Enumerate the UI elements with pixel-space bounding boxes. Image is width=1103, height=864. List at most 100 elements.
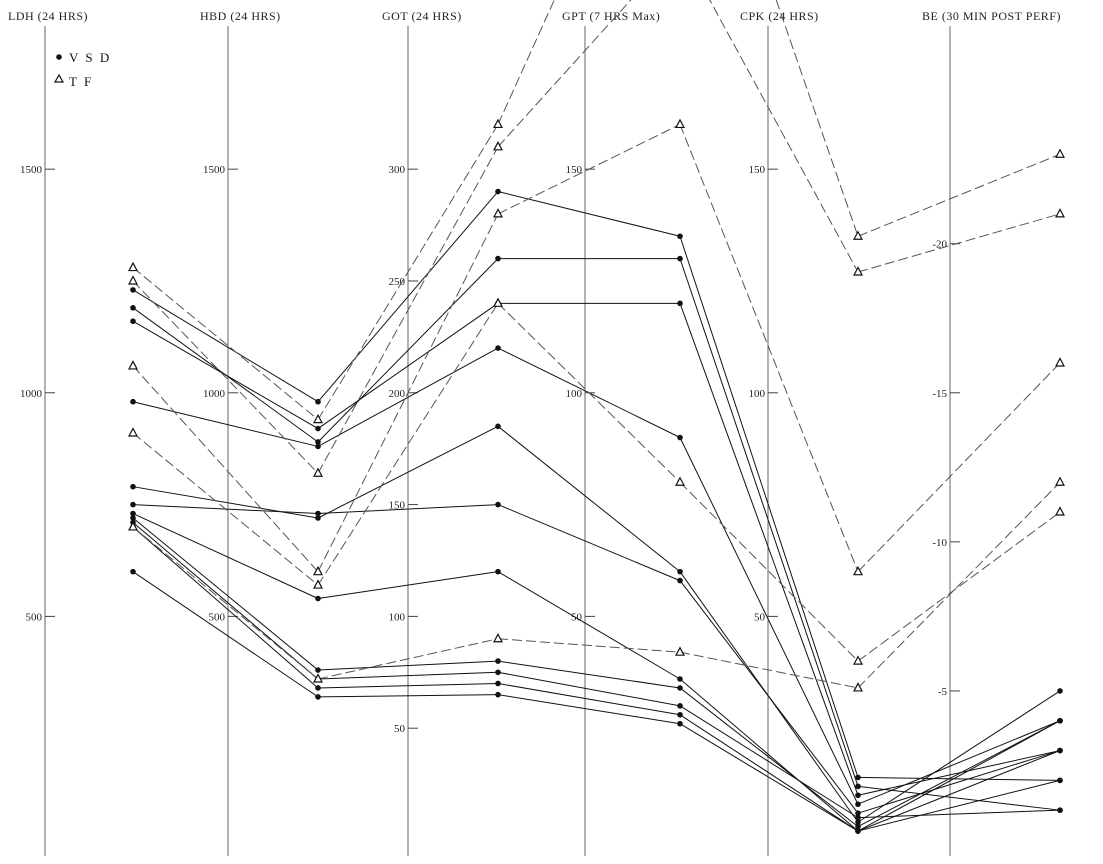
series-10-link-3 [679, 723, 859, 832]
series-10-link-1 [317, 694, 499, 698]
series-0-link-3 [679, 236, 859, 778]
series-5-link-4 [857, 750, 1061, 814]
series-6-link-4 [857, 779, 1061, 832]
axis-title-ldh: LDH (24 HRS) [8, 9, 88, 23]
point-vsd-9-hbd [315, 685, 321, 691]
series-8-link-0 [132, 522, 319, 680]
series-15-link-0 [132, 526, 319, 680]
point-tf-11-ldh [128, 261, 138, 272]
point-tf-11-got [493, 118, 503, 129]
point-vsd-6-hbd [315, 595, 321, 602]
tick-label-cpk-100: 100 [749, 388, 766, 400]
series-13-link-4 [857, 362, 1061, 573]
point-tf-12-hbd [313, 467, 323, 477]
series-6-link-3 [679, 678, 859, 832]
point-vsd-7-gpt [677, 685, 683, 691]
series-7-link-1 [317, 660, 499, 671]
point-vsd-2-ldh [130, 318, 136, 325]
series-10-link-0 [132, 571, 319, 698]
series-3-link-4 [857, 720, 1061, 805]
series-4-link-4 [857, 690, 1061, 823]
series-12-link-1 [317, 146, 499, 474]
point-vsd-10-hbd [315, 694, 321, 700]
series-7-link-0 [132, 517, 319, 671]
point-tf-13-gpt [675, 118, 685, 129]
point-vsd-10-ldh [130, 568, 136, 575]
series-5-link-3 [679, 580, 859, 814]
series-0-link-0 [132, 289, 319, 403]
legend-tf-marker [53, 73, 65, 83]
tick-label-got-50: 50 [394, 723, 406, 735]
point-tf-15-be [1055, 476, 1065, 486]
tick-label-gpt-150: 150 [566, 164, 583, 176]
point-vsd-0-ldh [130, 287, 136, 293]
point-tf-12-got [493, 141, 503, 151]
point-vsd-0-gpt [677, 233, 683, 240]
series-13-link-1 [317, 213, 499, 572]
series-10-link-2 [497, 694, 681, 725]
series-11-link-0 [132, 267, 319, 420]
tick-label-hbd-1500: 1500 [203, 164, 226, 176]
axis-title-cpk: CPK (24 HRS) [740, 9, 819, 23]
point-tf-12-cpk [853, 266, 863, 276]
legend-vsd-label: V S D [69, 50, 111, 65]
point-tf-14-got [493, 297, 503, 307]
tick-label-ldh-1000: 1000 [20, 388, 43, 400]
point-vsd-5-got [495, 501, 501, 508]
point-vsd-2-gpt [677, 300, 683, 307]
series-15-link-3 [679, 651, 859, 689]
point-tf-15-got [493, 632, 503, 643]
series-0-link-2 [497, 191, 681, 237]
axis-title-be: BE (30 MIN POST PERF) [922, 9, 1061, 23]
point-vsd-8-got [495, 669, 501, 676]
point-vsd-4-gpt [677, 568, 683, 575]
tick-label-hbd-1000: 1000 [203, 388, 226, 400]
tick-label-ldh-500: 500 [26, 611, 43, 623]
point-vsd-4-be [1057, 688, 1063, 694]
point-vsd-1-cpk [855, 783, 861, 790]
tick-label-cpk-150: 150 [749, 164, 766, 176]
point-vsd-9-be [1057, 747, 1063, 754]
series-6-link-2 [497, 571, 681, 680]
point-vsd-10-be [1057, 717, 1063, 724]
point-tf-11-be [1055, 148, 1065, 158]
series-4-link-0 [132, 486, 319, 519]
point-vsd-8-be [1057, 807, 1063, 813]
series-8-link-1 [317, 671, 499, 680]
point-tf-15-cpk [853, 682, 863, 692]
series-3-link-0 [132, 401, 319, 447]
series-15-link-2 [497, 638, 681, 653]
legend-vsd-marker [56, 54, 62, 60]
point-vsd-9-got [495, 680, 501, 687]
point-vsd-8-cpk [855, 814, 861, 821]
series-9-link-4 [857, 750, 1061, 832]
series-13-link-0 [132, 365, 319, 573]
series-3-link-1 [317, 347, 499, 447]
point-vsd-3-cpk [855, 801, 861, 808]
series-2-link-1 [317, 302, 499, 429]
point-tf-13-be [1055, 357, 1065, 367]
series-15-link-4 [857, 481, 1061, 689]
point-vsd-1-ldh [130, 305, 136, 311]
point-vsd-7-cpk [855, 823, 861, 830]
series-7-link-4 [857, 720, 1061, 828]
series-7-link-3 [679, 687, 859, 827]
point-vsd-10-cpk [855, 828, 861, 834]
tick-label-be--5: -5 [938, 686, 948, 698]
series-5-link-1 [317, 504, 499, 515]
tick-label-ldh-1500: 1500 [20, 164, 43, 176]
legend: V S D T F [53, 50, 111, 89]
series-5-link-2 [497, 504, 681, 582]
series-12-link-3 [709, 0, 859, 273]
point-tf-14-hbd [313, 579, 323, 589]
links-layer [132, 0, 1061, 832]
series-1-link-1 [317, 258, 499, 443]
point-vsd-6-ldh [130, 510, 136, 517]
tick-label-got-200: 200 [389, 388, 406, 400]
series-3-link-3 [679, 437, 859, 805]
point-vsd-4-ldh [130, 483, 136, 490]
point-vsd-7-got [495, 658, 501, 664]
point-vsd-3-hbd [315, 443, 321, 450]
series-0-link-1 [317, 191, 499, 403]
